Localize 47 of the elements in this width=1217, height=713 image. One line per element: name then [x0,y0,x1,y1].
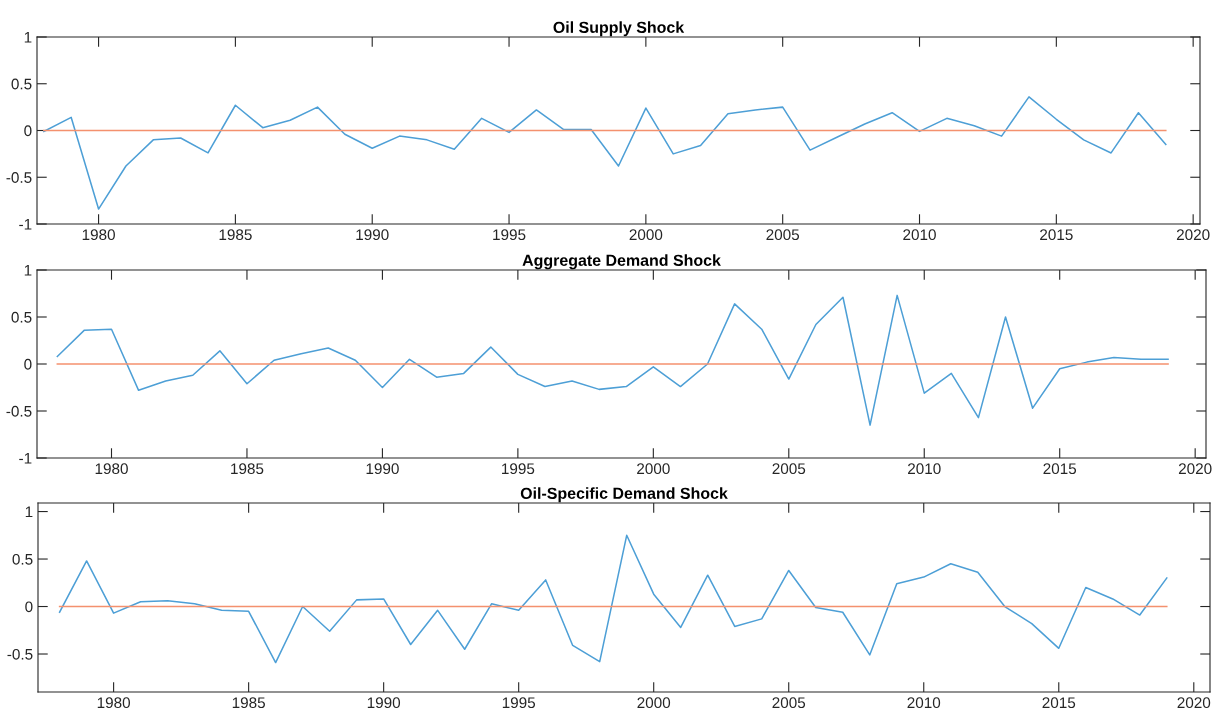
x-tick-label: 2000 [629,229,663,241]
x-tick-label: 1980 [97,697,131,709]
y-tick-label: 0 [24,125,32,137]
y-tick-label: 0.5 [11,78,32,90]
y-tick-label: 0 [25,601,33,613]
y-tick-label: -0.5 [7,648,33,660]
x-tick-label: 1995 [502,463,535,475]
x-tick-label: 2010 [907,697,941,709]
x-tick-label: 1985 [232,697,265,709]
x-tick-label: 2010 [908,463,941,475]
x-tick-label: 2020 [1178,463,1212,475]
y-tick-label: -0.5 [6,405,32,417]
x-tick-label: 2015 [1040,229,1073,241]
x-tick-label: 1990 [356,229,389,241]
y-tick-label: 1 [25,506,33,518]
x-tick-label: 2015 [1042,697,1076,709]
chart-title: Aggregate Demand Shock [522,254,721,270]
y-tick-label: 1 [24,32,32,43]
y-tick-label: -1 [19,219,32,230]
y-tick-label: 0.5 [12,553,33,565]
x-tick-label: 1990 [367,697,401,709]
x-tick-label: 2020 [1176,229,1210,241]
line-series [43,96,1167,210]
x-tick-label: 1980 [82,229,115,241]
y-tick-label: 0 [24,358,32,370]
y-tick-label: -1 [19,453,32,464]
x-tick-label: 1995 [493,229,526,241]
x-tick-label: 2015 [1043,463,1077,475]
x-tick-label: 2020 [1177,697,1211,709]
y-tick-label: 1 [24,265,32,276]
x-tick-label: 2000 [637,697,671,709]
chart-title: Oil-Specific Demand Shock [520,487,728,503]
x-tick-label: 2005 [772,697,806,709]
y-tick-label: 0.5 [11,311,32,323]
line-series [58,534,1168,664]
chart-title: Oil Supply Shock [553,21,685,37]
x-tick-label: 2000 [637,463,670,475]
x-tick-label: 1985 [219,229,252,241]
x-tick-label: 2005 [766,229,800,241]
x-tick-label: 1990 [366,463,399,475]
line-series [56,294,1169,426]
x-tick-label: 1985 [231,463,264,475]
x-tick-label: 2010 [903,229,936,241]
x-tick-label: 1980 [95,463,128,475]
y-tick-label: -0.5 [6,172,32,183]
x-tick-label: 2005 [772,463,806,475]
x-tick-label: 1995 [502,697,536,709]
